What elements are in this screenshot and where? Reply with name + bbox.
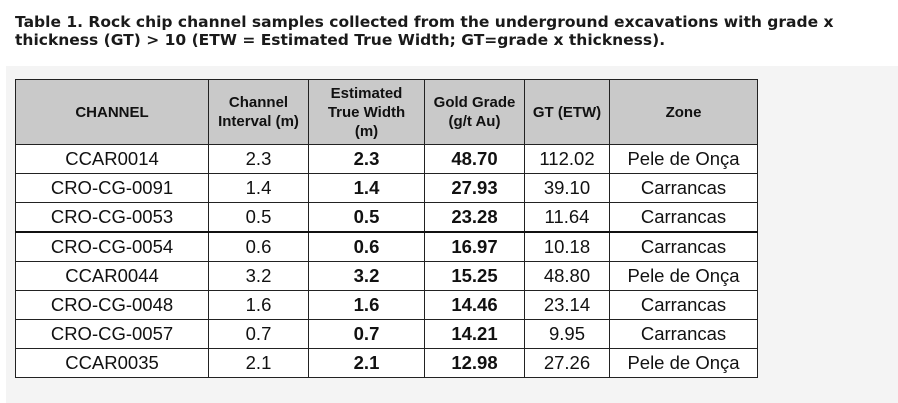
cell-gt: 39.10 <box>524 173 610 203</box>
cell-gt: 112.02 <box>524 144 610 174</box>
cell-interval: 0.7 <box>208 319 309 349</box>
table-row: CCAR0014 2.3 2.3 48.70 112.02 Pele de On… <box>15 144 758 174</box>
rock-chip-table: CHANNEL Channel Interval (m) Estimated T… <box>15 79 758 378</box>
header-text: Estimated <box>330 84 403 102</box>
cell-interval: 0.5 <box>208 202 309 233</box>
cell-interval: 1.6 <box>208 290 309 320</box>
cell-true-width: 0.5 <box>308 202 425 233</box>
header-text: Zone <box>665 103 702 121</box>
cell-gold-grade: 16.97 <box>424 231 525 262</box>
cell-true-width: 1.4 <box>308 173 425 203</box>
cell-gold-grade: 23.28 <box>424 202 525 233</box>
cell-true-width: 0.6 <box>308 231 425 262</box>
header-text: (g/t Au) <box>448 113 501 130</box>
header-text: Channel <box>228 94 289 111</box>
cell-zone: Carrancas <box>609 231 758 262</box>
cell-gt: 27.26 <box>524 348 610 378</box>
cell-gold-grade: 12.98 <box>424 348 525 378</box>
table-row: CRO-CG-0054 0.6 0.6 16.97 10.18 Carranca… <box>15 231 758 262</box>
header-row: CHANNEL Channel Interval (m) Estimated T… <box>15 79 758 145</box>
cell-channel: CRO-CG-0054 <box>15 231 209 262</box>
cell-interval: 0.6 <box>208 231 309 262</box>
cell-interval: 2.3 <box>208 144 309 174</box>
header-text: Interval (m) <box>218 113 299 130</box>
cell-gold-grade: 27.93 <box>424 173 525 203</box>
cell-channel: CRO-CG-0057 <box>15 319 209 349</box>
cell-gold-grade: 14.46 <box>424 290 525 320</box>
cell-gt: 11.64 <box>524 202 610 233</box>
header-estimated-true-width: Estimated True Width (m) <box>308 79 425 145</box>
header-channel-interval: Channel Interval (m) <box>208 79 309 145</box>
header-text: (m) <box>354 122 379 140</box>
header-gt-etw: GT (ETW) <box>524 79 610 145</box>
cell-zone: Carrancas <box>609 319 758 349</box>
cell-gt: 23.14 <box>524 290 610 320</box>
cell-zone: Carrancas <box>609 202 758 233</box>
cell-channel: CRO-CG-0091 <box>15 173 209 203</box>
cell-zone: Pele de Onça <box>609 348 758 378</box>
header-zone: Zone <box>609 79 758 145</box>
cell-gold-grade: 48.70 <box>424 144 525 174</box>
table-row: CCAR0044 3.2 3.2 15.25 48.80 Pele de Onç… <box>15 261 758 291</box>
cell-gt: 10.18 <box>524 231 610 262</box>
table-body: CCAR0014 2.3 2.3 48.70 112.02 Pele de On… <box>15 144 758 378</box>
table-row: CRO-CG-0048 1.6 1.6 14.46 23.14 Carranca… <box>15 290 758 320</box>
header-gold-grade: Gold Grade (g/t Au) <box>424 79 525 145</box>
cell-interval: 3.2 <box>208 261 309 291</box>
cell-gold-grade: 15.25 <box>424 261 525 291</box>
cell-interval: 2.1 <box>208 348 309 378</box>
caption-line-2: thickness (GT) > 10 (ETW = Estimated Tru… <box>15 31 666 49</box>
cell-true-width: 1.6 <box>308 290 425 320</box>
table-row: CRO-CG-0091 1.4 1.4 27.93 39.10 Carranca… <box>15 173 758 203</box>
cell-channel: CCAR0014 <box>15 144 209 174</box>
table-header: CHANNEL Channel Interval (m) Estimated T… <box>15 79 758 145</box>
cell-true-width: 0.7 <box>308 319 425 349</box>
cell-zone: Carrancas <box>609 290 758 320</box>
caption-line-1: Table 1. Rock chip channel samples colle… <box>15 13 834 31</box>
cell-true-width: 2.1 <box>308 348 425 378</box>
header-channel: CHANNEL <box>15 79 209 145</box>
cell-channel: CCAR0044 <box>15 261 209 291</box>
cell-interval: 1.4 <box>208 173 309 203</box>
header-text: GT (ETW) <box>532 103 602 121</box>
cell-zone: Carrancas <box>609 173 758 203</box>
cell-channel: CCAR0035 <box>15 348 209 378</box>
cell-gold-grade: 14.21 <box>424 319 525 349</box>
cell-true-width: 2.3 <box>308 144 425 174</box>
cell-zone: Pele de Onça <box>609 261 758 291</box>
table-row: CRO-CG-0057 0.7 0.7 14.21 9.95 Carrancas <box>15 319 758 349</box>
cell-true-width: 3.2 <box>308 261 425 291</box>
header-text: Gold Grade <box>433 94 516 111</box>
cell-zone: Pele de Onça <box>609 144 758 174</box>
table-caption: Table 1. Rock chip channel samples colle… <box>15 13 885 49</box>
header-text: CHANNEL <box>75 103 149 121</box>
cell-channel: CRO-CG-0048 <box>15 290 209 320</box>
cell-channel: CRO-CG-0053 <box>15 202 209 233</box>
table-row: CRO-CG-0053 0.5 0.5 23.28 11.64 Carranca… <box>15 202 758 233</box>
cell-gt: 9.95 <box>524 319 610 349</box>
cell-gt: 48.80 <box>524 261 610 291</box>
header-text: True Width <box>327 103 406 121</box>
table-row: CCAR0035 2.1 2.1 12.98 27.26 Pele de Onç… <box>15 348 758 378</box>
